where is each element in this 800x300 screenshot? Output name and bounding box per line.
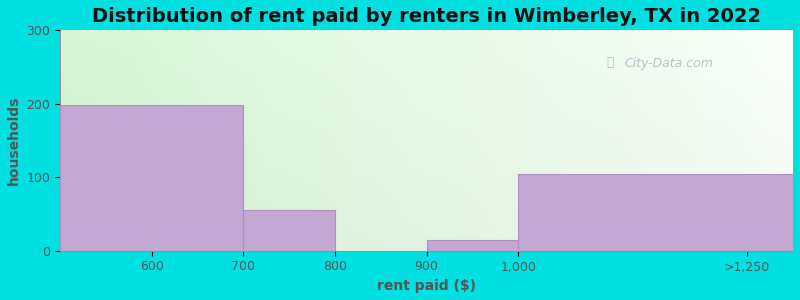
Title: Distribution of rent paid by renters in Wimberley, TX in 2022: Distribution of rent paid by renters in … — [92, 7, 761, 26]
Bar — [426, 240, 518, 251]
Y-axis label: households: households — [7, 96, 21, 185]
Bar — [518, 174, 793, 251]
X-axis label: rent paid ($): rent paid ($) — [377, 279, 476, 293]
Text: Ⓡ: Ⓡ — [606, 56, 614, 69]
Bar — [243, 210, 335, 251]
Bar — [60, 104, 243, 251]
Text: City-Data.com: City-Data.com — [625, 57, 714, 70]
